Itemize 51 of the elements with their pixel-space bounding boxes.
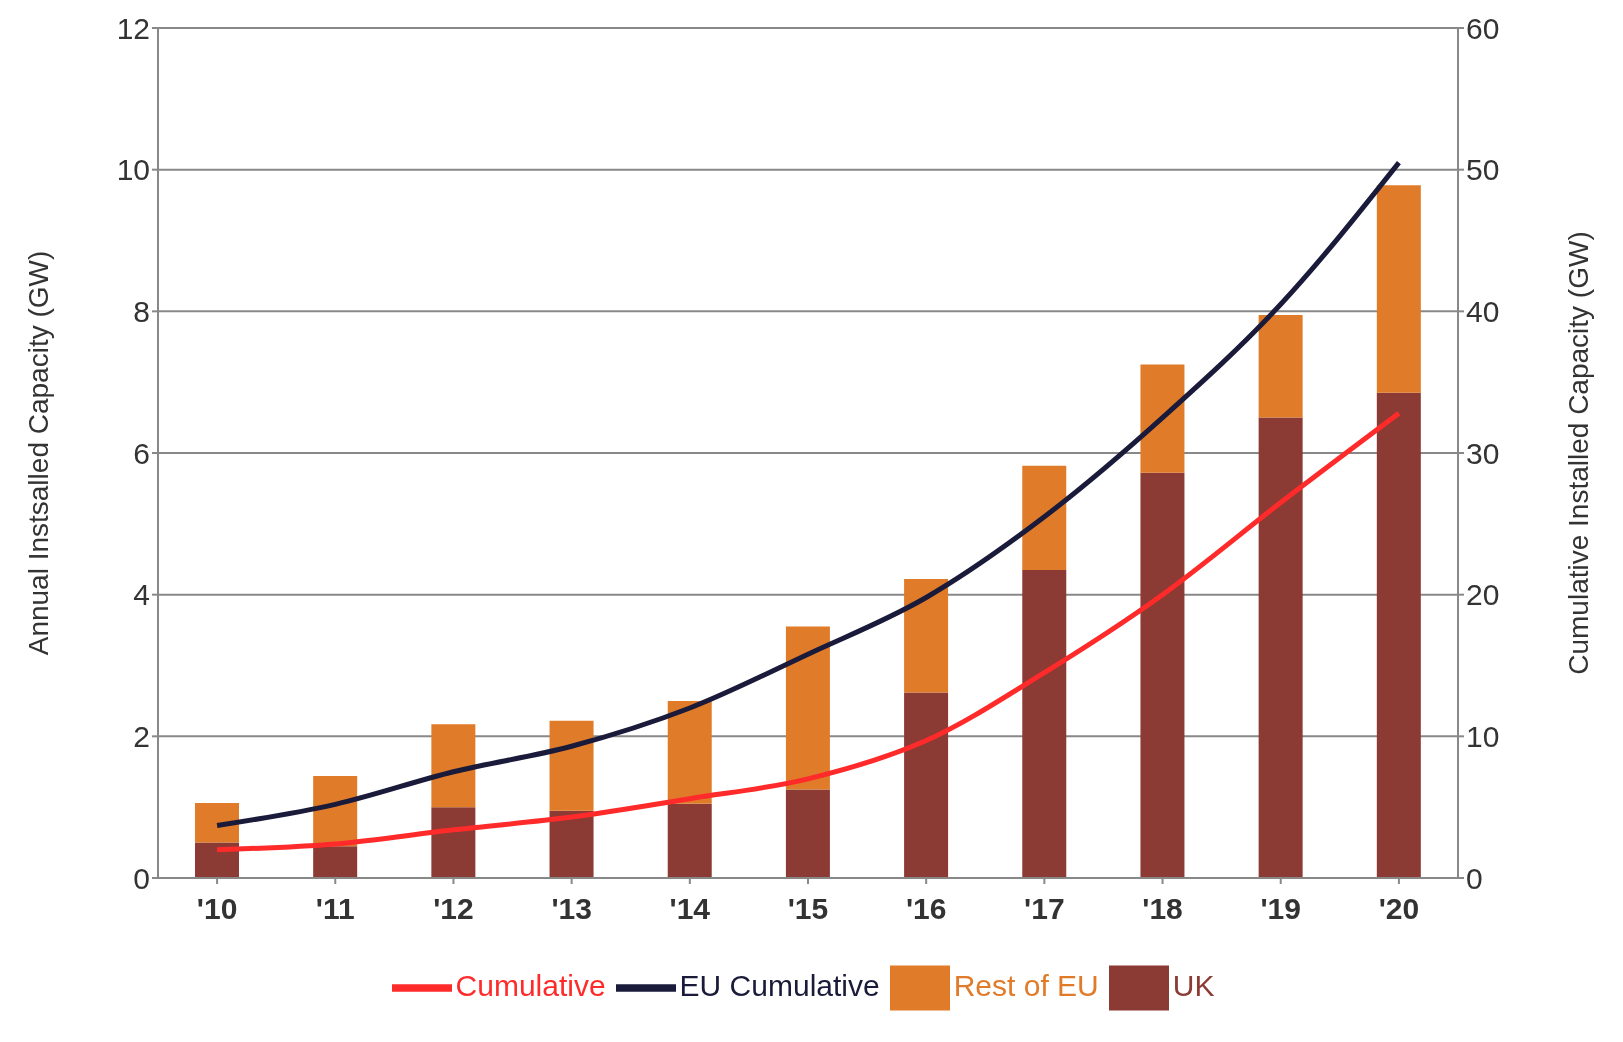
bar [1022,465,1067,570]
y-tick-label: 2 [133,719,150,753]
y2-tick-label: 50 [1466,153,1500,187]
y-tick-label: 8 [133,294,150,328]
bar [549,720,594,811]
y2-tick-label: 60 [1466,11,1500,45]
x-tick-label: '18 [1142,892,1183,926]
y2-tick-label: 40 [1466,294,1500,328]
bar [1140,364,1185,473]
x-tick-label: '15 [787,892,829,926]
bar [431,807,476,878]
x-tick-label: '11 [315,892,355,926]
x-tick-label: '16 [905,892,947,926]
x-tick-label: '10 [196,892,238,926]
y-tick-label: 12 [116,11,150,45]
y2-axis-title: Cumulative Installed Capacity (GW) [1562,231,1594,675]
y2-tick-label: 10 [1466,719,1500,753]
x-tick-label: '19 [1260,892,1301,926]
y2-tick-label: 20 [1466,578,1500,612]
y-axis-title: Annual Instsalled Capacity (GW) [22,250,54,656]
legend-label: Rest of EU [953,968,1099,1002]
y-tick-label: 0 [133,861,150,895]
x-tick-label: '20 [1378,892,1420,926]
legend-label: Cumulative [455,968,606,1002]
x-tick-label: '13 [551,892,592,926]
bar [549,810,594,878]
x-tick-label: '14 [669,892,711,926]
x-tick-label: '17 [1024,892,1065,926]
bar [1258,314,1303,418]
bar [313,846,358,878]
bar [1376,185,1421,393]
y-tick-label: 4 [133,578,150,612]
bar [431,724,476,808]
bar [1376,392,1421,878]
bar [785,626,830,790]
bar [667,803,712,878]
bar [1022,569,1067,878]
bar [904,579,949,693]
bar [904,692,949,878]
y-tick-label: 6 [133,436,150,470]
y-tick-label: 10 [116,153,150,187]
bar [667,700,712,804]
legend-label: UK [1172,968,1215,1002]
bar [1258,417,1303,878]
legend-label: EU Cumulative [679,968,880,1002]
y2-tick-label: 30 [1466,436,1500,470]
bar [195,802,239,843]
bar [785,789,830,878]
bar [1140,472,1185,878]
x-tick-label: '12 [433,892,474,926]
y2-tick-label: 0 [1466,861,1483,895]
